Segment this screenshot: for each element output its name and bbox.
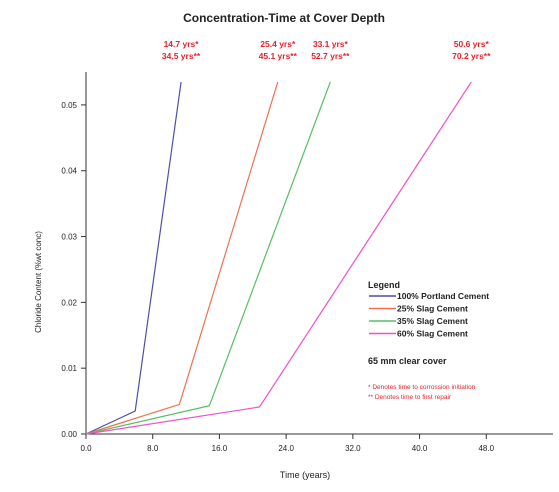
legend-entry: 60% Slag Cement — [397, 329, 468, 339]
series-annotation: 52.7 yrs** — [311, 51, 350, 61]
x-tick-label: 8.0 — [147, 444, 159, 453]
series-annotation: 50.6 yrs* — [454, 39, 490, 49]
y-tick-label: 0.05 — [61, 101, 77, 110]
x-tick-label: 40.0 — [412, 444, 428, 453]
y-axis-label: Chloride Content (%wt conc) — [34, 231, 43, 333]
legend-entry: 100% Portland Cement — [397, 291, 489, 301]
x-tick-label: 0.0 — [80, 444, 92, 453]
x-tick-label: 48.0 — [478, 444, 494, 453]
series-line — [85, 81, 331, 435]
series-annotation: 14.7 yrs* — [164, 39, 200, 49]
x-tick-label: 16.0 — [212, 444, 228, 453]
series-layer — [85, 81, 472, 435]
legend-note: 65 mm clear cover — [368, 356, 447, 366]
y-tick-label: 0.03 — [61, 233, 77, 242]
y-tick-label: 0.00 — [61, 430, 77, 439]
annotations: 14.7 yrs* 34.5 yrs** 25.4 yrs* 45.1 yrs** 33… — [162, 39, 491, 61]
y-tick-label: 0.04 — [61, 167, 77, 176]
legend-entry: 25% Slag Cement — [397, 304, 468, 314]
x-axis-label: Time (years) — [280, 470, 330, 480]
chart-title: Concentration-Time at Cover Depth — [183, 11, 385, 25]
legend-title: Legend — [368, 280, 400, 290]
series-annotation: 34.5 yrs** — [162, 51, 201, 61]
legend-entry: 35% Slag Cement — [397, 316, 468, 326]
series-annotation: 45.1 yrs** — [259, 51, 298, 61]
legend-items: 100% Portland Cement 25% Slag Cement 35% S… — [369, 291, 489, 339]
footnote-repair: ** Denotes time to first repair — [368, 394, 452, 401]
x-tick-label: 32.0 — [345, 444, 361, 453]
y-tick-label: 0.02 — [61, 298, 77, 307]
series-line — [85, 81, 472, 435]
series-annotation: 25.4 yrs* — [260, 39, 296, 49]
y-tick-label: 0.01 — [61, 364, 77, 373]
series-annotation: 33.1 yrs* — [313, 39, 349, 49]
series-line — [85, 81, 182, 435]
legend: Legend 100% Portland Cement 25% Slag Ceme… — [368, 280, 489, 401]
series-line — [85, 81, 279, 435]
x-tick-label: 24.0 — [278, 444, 294, 453]
axis-ticks: 0.0 8.0 16.0 24.0 32.0 40.0 48.0 0.00 0.01 0.02 0.… — [61, 101, 494, 453]
footnote-initiation: * Denotes time to corrossion initiation — [368, 384, 476, 391]
series-annotation: 70.2 yrs** — [452, 51, 491, 61]
